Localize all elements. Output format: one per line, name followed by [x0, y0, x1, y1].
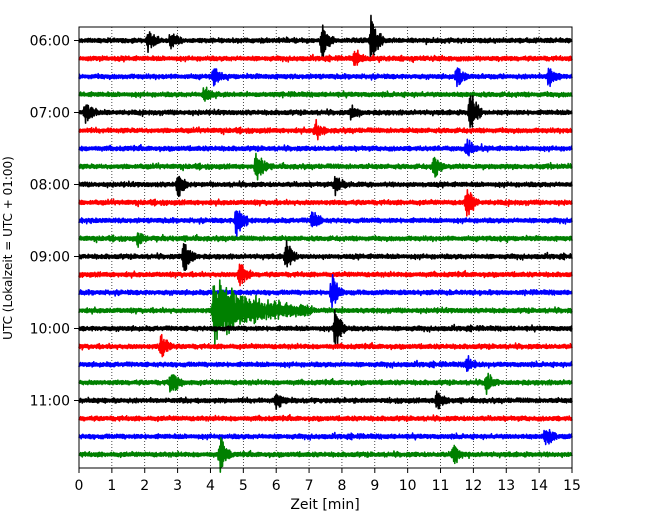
x-tick-label: 14: [530, 478, 548, 494]
y-tick-label: 09:00: [30, 250, 70, 266]
x-axis-ticks: 0 1 2 3 4 5 6 7 8 9 10 11 12 13 14 15: [75, 468, 581, 494]
trace-0815: [78, 188, 573, 217]
y-tick-label: 08:00: [30, 178, 70, 194]
x-tick-label: 9: [370, 478, 379, 494]
trace-0715: [78, 118, 573, 141]
trace-0600: [78, 14, 573, 59]
trace-1100: [78, 390, 573, 410]
trace-1130: [78, 428, 573, 446]
trace-0645: [78, 86, 573, 102]
trace-0615: [78, 49, 573, 66]
x-tick-label: 0: [75, 478, 84, 494]
trace-1000: [78, 309, 573, 346]
x-tick-label: 12: [464, 478, 482, 494]
x-tick-label: 6: [272, 478, 281, 494]
trace-0700: [78, 95, 573, 128]
seismogram-traces: [78, 14, 573, 473]
trace-0930: [78, 273, 573, 309]
trace-0915: [78, 263, 573, 287]
trace-1030: [78, 354, 573, 372]
trace-0800: [78, 175, 573, 198]
trace-0730: [78, 138, 573, 157]
y-tick-label: 07:00: [30, 106, 70, 122]
trace-0630: [78, 67, 573, 88]
x-tick-label: 15: [563, 478, 581, 494]
x-tick-label: 5: [239, 478, 248, 494]
y-tick-label: 11:00: [30, 394, 70, 410]
y-axis-ticks: 06:00 07:00 08:00 09:00 10:00 11:00: [30, 34, 79, 410]
x-tick-label: 1: [107, 478, 116, 494]
x-tick-label: 2: [140, 478, 149, 494]
x-tick-label: 8: [337, 478, 346, 494]
trace-1045: [78, 372, 573, 396]
x-tick-label: 13: [497, 478, 515, 494]
trace-0745: [78, 152, 573, 181]
trace-0945: [78, 279, 573, 346]
x-tick-label: 7: [305, 478, 314, 494]
trace-0845: [78, 232, 573, 248]
x-tick-label: 11: [432, 478, 450, 494]
trace-1015: [78, 333, 573, 358]
trace-1115: [78, 413, 573, 423]
y-tick-label: 10:00: [30, 322, 70, 338]
plot-frame: [78, 26, 573, 469]
trace-0830: [78, 210, 573, 239]
x-axis-label: Zeit [min]: [290, 497, 359, 513]
y-tick-label: 06:00: [30, 34, 70, 50]
trace-0900: [78, 239, 573, 272]
x-tick-label: 3: [173, 478, 182, 494]
trace-1145: [78, 436, 573, 473]
y-axis-label: UTC (Lokalzeit = UTC + 01:00): [1, 156, 15, 340]
x-tick-label: 4: [206, 478, 215, 494]
x-tick-label: 10: [399, 478, 417, 494]
